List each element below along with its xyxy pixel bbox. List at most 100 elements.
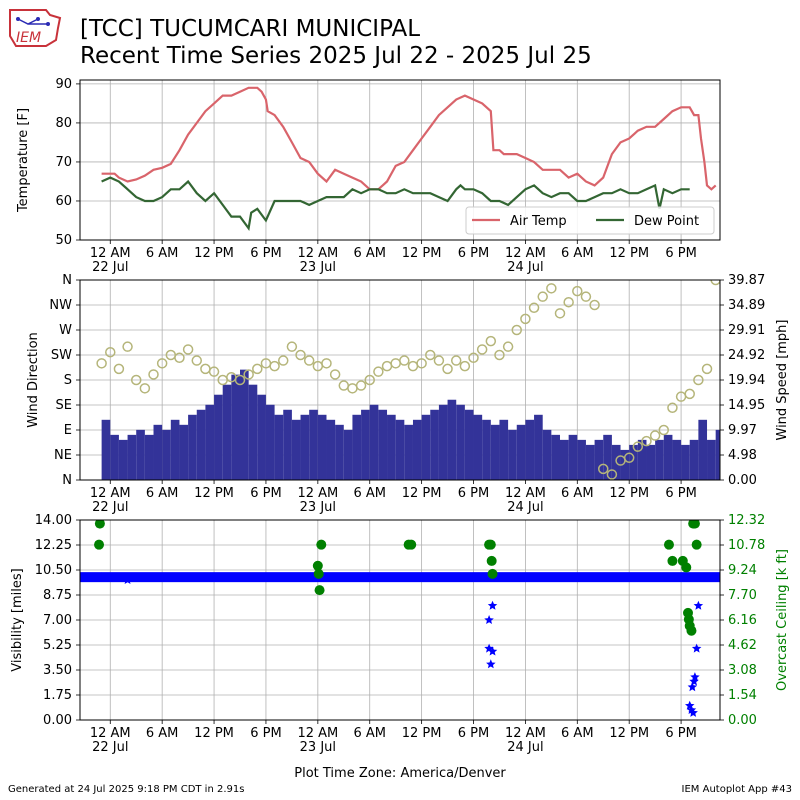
wind-direction-marker: [407, 360, 419, 372]
y-tick-label-visibility: 0.00: [43, 713, 72, 728]
wind-speed-bar: [361, 409, 370, 480]
y-axis-label-temperature: Temperature [F]: [16, 108, 31, 213]
wind-direction-marker: [148, 369, 159, 380]
ceiling-marker: [681, 562, 692, 573]
x-date-label: 22 Jul: [92, 500, 128, 515]
ceiling-marker: [314, 585, 325, 596]
wind-direction-marker: [329, 369, 341, 380]
y-tick-label-ceiling: 12.32: [728, 513, 765, 528]
y-tick-label: 90: [55, 77, 72, 92]
x-tick-label: 6 PM: [665, 486, 696, 501]
visibility-star: [689, 676, 699, 686]
y-axis-label-wind-speed: Wind Speed [mph]: [775, 320, 790, 441]
x-tick-label: 12 PM: [609, 726, 649, 741]
y-tick-label-direction: S: [64, 373, 72, 388]
wind-direction-marker: [174, 352, 185, 364]
visibility-band: [80, 572, 720, 583]
x-tick-label: 12 AM: [505, 486, 546, 501]
x-tick-label: 12 AM: [505, 246, 546, 261]
ceiling-marker: [486, 555, 497, 566]
wind-direction-marker: [191, 355, 203, 366]
wind-speed-bar: [594, 439, 604, 480]
visibility-points: [96, 572, 704, 717]
wind-direction-marker: [546, 283, 557, 294]
wind-direction-marker: [701, 363, 713, 375]
y-tick-label-visibility: 10.50: [35, 563, 72, 578]
x-tick-label: 6 AM: [561, 246, 594, 261]
visibility-star: [691, 643, 702, 653]
x-tick-label: 12 AM: [90, 726, 131, 741]
wind-direction-marker: [658, 424, 670, 436]
wind-direction-marker: [364, 374, 375, 386]
y-tick-label-direction: N: [62, 473, 72, 488]
x-tick-label: 12 PM: [194, 486, 234, 501]
visibility-star: [693, 600, 704, 610]
visibility-star: [484, 615, 494, 624]
wind-speed-bar: [283, 409, 292, 480]
wind-direction-marker: [580, 291, 592, 302]
wind-speed-bar: [681, 444, 690, 480]
wind-speed-bar: [404, 424, 413, 480]
wind-speed-bar: [274, 414, 284, 480]
wind-direction-marker: [511, 324, 523, 336]
x-tick-label: 12 PM: [194, 246, 234, 261]
x-date-label: 22 Jul: [92, 740, 128, 755]
y-axis-label-wind-direction: Wind Direction: [26, 332, 41, 428]
wind-speed-bar: [162, 429, 171, 480]
wind-direction-marker: [130, 374, 142, 386]
wind-direction-marker: [105, 346, 116, 358]
wind-direction-marker: [113, 363, 125, 375]
iem-logo: IEM: [9, 9, 62, 47]
y-tick-label-ceiling: 9.24: [728, 563, 757, 578]
wind-direction-marker: [450, 355, 462, 366]
wind-speed-bar: [326, 419, 336, 480]
wind-direction-marker: [641, 435, 652, 447]
wind-speed-bar: [188, 414, 197, 480]
y-tick-label-visibility: 8.75: [43, 588, 72, 603]
wind-speed-bar: [464, 409, 474, 480]
wind-speed-bar: [637, 439, 647, 480]
wind-speed-bar: [482, 419, 491, 480]
y-tick-label-speed: 4.98: [728, 448, 757, 463]
wind-speed-bar: [430, 409, 439, 480]
wind-speed-bar: [387, 414, 396, 480]
wind-speed-bar: [473, 414, 483, 480]
wind-speed-bar: [214, 394, 223, 480]
legend-box: [465, 206, 715, 235]
x-tick-label: 6 PM: [250, 726, 281, 741]
y-tick-label-ceiling: 10.78: [728, 538, 765, 553]
wind-direction-marker: [476, 344, 488, 355]
wind-speed-bar: [300, 414, 310, 480]
wind-direction-marker: [156, 358, 168, 369]
legend-label-air-temp: Air Temp: [510, 214, 567, 229]
y-tick-label-ceiling: 1.54: [728, 688, 757, 703]
wind-direction-marker: [234, 374, 246, 386]
y-tick-label-speed: 29.91: [728, 323, 765, 338]
wind-speed-bar: [335, 424, 344, 480]
wind-direction-marker: [502, 341, 514, 352]
y-tick-label-speed: 24.92: [728, 348, 765, 363]
x-date-label: 24 Jul: [507, 500, 543, 515]
ceiling-marker: [406, 539, 417, 550]
visibility-star: [487, 600, 498, 610]
wind-speed-bars: [101, 369, 720, 480]
ceiling-points: [94, 520, 702, 636]
x-tick-label: 12 AM: [297, 486, 338, 501]
wind-speed-bar: [257, 394, 266, 480]
x-date-label: 24 Jul: [507, 260, 543, 275]
wind-direction-marker: [355, 380, 367, 391]
wind-direction-marker: [122, 341, 133, 352]
wind-speed-bar: [655, 439, 664, 480]
wind-direction-marker: [373, 366, 384, 377]
ceiling-marker: [691, 539, 702, 550]
wind-direction-marker: [520, 313, 531, 325]
x-tick-label: 6 PM: [458, 726, 489, 741]
y-axis-label-ceiling: Overcast Ceiling [k ft]: [775, 549, 790, 691]
wind-speed-bar: [369, 404, 379, 480]
chart-title-range: Recent Time Series 2025 Jul 22 - 2025 Ju…: [80, 43, 592, 69]
wind-speed-bar: [438, 404, 448, 480]
wind-speed-bar: [248, 384, 258, 480]
wind-direction-marker: [554, 308, 566, 319]
x-date-label: 24 Jul: [507, 740, 543, 755]
x-tick-label: 12 PM: [402, 246, 442, 261]
